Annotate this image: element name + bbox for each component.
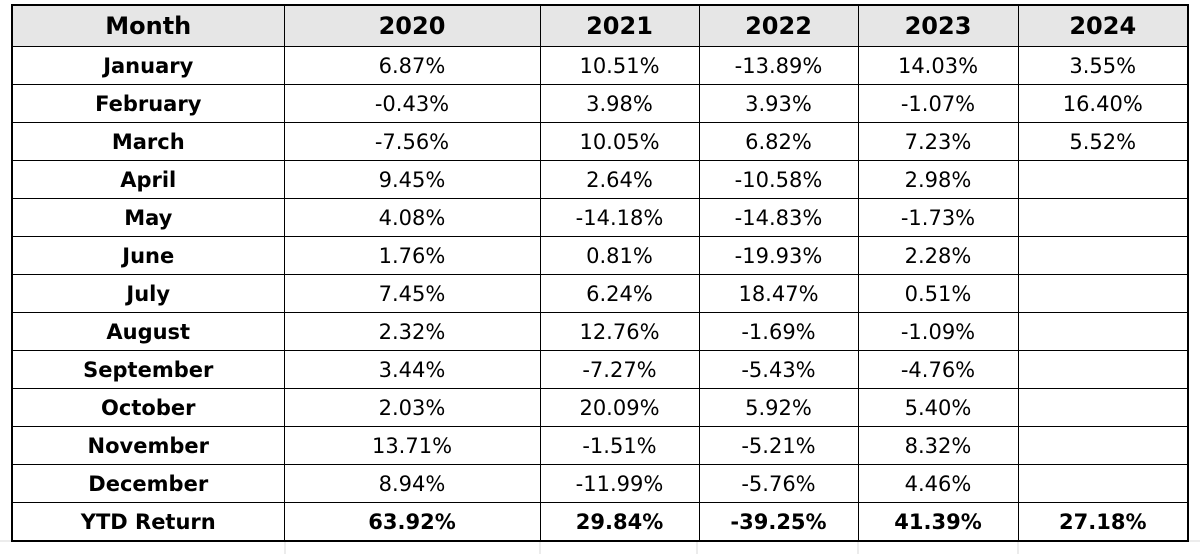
value-cell[interactable]: -19.93% — [698, 236, 859, 275]
value-cell[interactable]: 4.08% — [283, 198, 541, 237]
value-cell[interactable]: 16.40% — [1017, 84, 1189, 123]
ytd-value-cell[interactable]: -39.25% — [698, 502, 859, 542]
value-cell[interactable]: -0.43% — [283, 84, 541, 123]
table-row: December 8.94% -11.99% -5.76% 4.46% — [11, 464, 1189, 503]
value-cell[interactable]: 2.32% — [283, 312, 541, 351]
month-cell[interactable]: May — [11, 198, 285, 237]
value-cell[interactable]: 20.09% — [539, 388, 700, 427]
table-row: August 2.32% 12.76% -1.69% -1.09% — [11, 312, 1189, 351]
value-cell[interactable]: -10.58% — [698, 160, 859, 199]
value-cell[interactable]: 4.46% — [857, 464, 1019, 503]
value-cell[interactable]: 10.05% — [539, 122, 700, 161]
value-cell[interactable]: -1.07% — [857, 84, 1019, 123]
value-cell[interactable]: -1.69% — [698, 312, 859, 351]
value-cell[interactable]: -5.43% — [698, 350, 859, 389]
header-2020[interactable]: 2020 — [283, 4, 541, 47]
value-cell[interactable]: 5.40% — [857, 388, 1019, 427]
month-cell[interactable]: April — [11, 160, 285, 199]
value-cell[interactable]: 6.24% — [539, 274, 700, 313]
value-cell[interactable]: 7.23% — [857, 122, 1019, 161]
value-cell[interactable]: 12.76% — [539, 312, 700, 351]
value-cell[interactable] — [1017, 426, 1189, 465]
value-cell[interactable]: 0.81% — [539, 236, 700, 275]
value-cell[interactable]: 1.76% — [283, 236, 541, 275]
value-cell[interactable]: 3.55% — [1017, 46, 1189, 85]
header-2021[interactable]: 2021 — [539, 4, 700, 47]
ytd-value-cell[interactable]: 63.92% — [283, 502, 541, 542]
value-cell[interactable]: -1.09% — [857, 312, 1019, 351]
value-cell[interactable] — [1017, 160, 1189, 199]
value-cell[interactable]: 2.03% — [283, 388, 541, 427]
value-cell[interactable]: 14.03% — [857, 46, 1019, 85]
value-cell[interactable] — [1017, 464, 1189, 503]
value-cell[interactable] — [1017, 274, 1189, 313]
value-cell[interactable] — [1017, 388, 1189, 427]
value-cell[interactable]: 8.32% — [857, 426, 1019, 465]
month-cell[interactable]: October — [11, 388, 285, 427]
value-cell[interactable]: 18.47% — [698, 274, 859, 313]
monthly-returns-table: Month 2020 2021 2022 2023 2024 January 6… — [11, 4, 1189, 542]
value-cell[interactable]: 2.64% — [539, 160, 700, 199]
value-cell[interactable]: 8.94% — [283, 464, 541, 503]
header-2023[interactable]: 2023 — [857, 4, 1019, 47]
ytd-value-cell[interactable]: 29.84% — [539, 502, 700, 542]
month-cell[interactable]: June — [11, 236, 285, 275]
table-row: March -7.56% 10.05% 6.82% 7.23% 5.52% — [11, 122, 1189, 161]
header-2024[interactable]: 2024 — [1017, 4, 1189, 47]
table-row: January 6.87% 10.51% -13.89% 14.03% 3.55… — [11, 46, 1189, 85]
value-cell[interactable]: 9.45% — [283, 160, 541, 199]
ytd-label-cell[interactable]: YTD Return — [11, 502, 285, 542]
table-row: September 3.44% -7.27% -5.43% -4.76% — [11, 350, 1189, 389]
month-cell[interactable]: February — [11, 84, 285, 123]
value-cell[interactable]: -4.76% — [857, 350, 1019, 389]
value-cell[interactable]: -7.56% — [283, 122, 541, 161]
ytd-value-cell[interactable]: 27.18% — [1017, 502, 1189, 542]
value-cell[interactable] — [1017, 198, 1189, 237]
table-row: July 7.45% 6.24% 18.47% 0.51% — [11, 274, 1189, 313]
value-cell[interactable] — [1017, 312, 1189, 351]
table-row: June 1.76% 0.81% -19.93% 2.28% — [11, 236, 1189, 275]
value-cell[interactable]: 10.51% — [539, 46, 700, 85]
value-cell[interactable]: 5.52% — [1017, 122, 1189, 161]
value-cell[interactable]: 6.82% — [698, 122, 859, 161]
month-cell[interactable]: August — [11, 312, 285, 351]
value-cell[interactable]: -13.89% — [698, 46, 859, 85]
table-row: February -0.43% 3.98% 3.93% -1.07% 16.40… — [11, 84, 1189, 123]
value-cell[interactable]: 3.44% — [283, 350, 541, 389]
month-cell[interactable]: December — [11, 464, 285, 503]
value-cell[interactable]: 6.87% — [283, 46, 541, 85]
value-cell[interactable]: 3.98% — [539, 84, 700, 123]
value-cell[interactable]: -1.51% — [539, 426, 700, 465]
table-row: October 2.03% 20.09% 5.92% 5.40% — [11, 388, 1189, 427]
value-cell[interactable]: 3.93% — [698, 84, 859, 123]
value-cell[interactable]: -11.99% — [539, 464, 700, 503]
header-2022[interactable]: 2022 — [698, 4, 859, 47]
table-row: April 9.45% 2.64% -10.58% 2.98% — [11, 160, 1189, 199]
header-row: Month 2020 2021 2022 2023 2024 — [11, 4, 1189, 47]
ytd-return-row: YTD Return 63.92% 29.84% -39.25% 41.39% … — [11, 502, 1189, 542]
month-cell[interactable]: January — [11, 46, 285, 85]
value-cell[interactable] — [1017, 350, 1189, 389]
month-cell[interactable]: March — [11, 122, 285, 161]
value-cell[interactable]: -1.73% — [857, 198, 1019, 237]
value-cell[interactable]: -14.18% — [539, 198, 700, 237]
value-cell[interactable]: 5.92% — [698, 388, 859, 427]
month-cell[interactable]: July — [11, 274, 285, 313]
table-row: November 13.71% -1.51% -5.21% 8.32% — [11, 426, 1189, 465]
value-cell[interactable]: -5.76% — [698, 464, 859, 503]
value-cell[interactable] — [1017, 236, 1189, 275]
month-cell[interactable]: September — [11, 350, 285, 389]
value-cell[interactable]: -7.27% — [539, 350, 700, 389]
header-month[interactable]: Month — [11, 4, 285, 47]
month-cell[interactable]: November — [11, 426, 285, 465]
ytd-value-cell[interactable]: 41.39% — [857, 502, 1019, 542]
value-cell[interactable]: 2.98% — [857, 160, 1019, 199]
value-cell[interactable]: -5.21% — [698, 426, 859, 465]
value-cell[interactable]: -14.83% — [698, 198, 859, 237]
value-cell[interactable]: 0.51% — [857, 274, 1019, 313]
table-row: May 4.08% -14.18% -14.83% -1.73% — [11, 198, 1189, 237]
value-cell[interactable]: 13.71% — [283, 426, 541, 465]
value-cell[interactable]: 2.28% — [857, 236, 1019, 275]
value-cell[interactable]: 7.45% — [283, 274, 541, 313]
